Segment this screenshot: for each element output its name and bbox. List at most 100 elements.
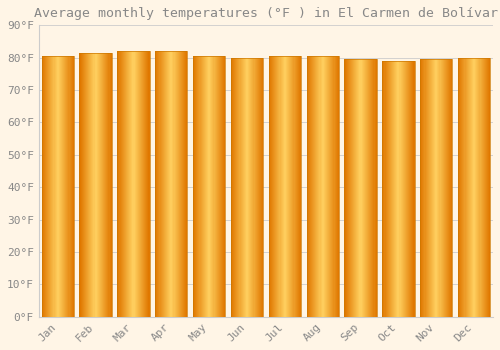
Bar [125, 51, 126, 317]
Bar [327, 56, 328, 317]
Bar [84, 53, 85, 317]
Bar [322, 56, 324, 317]
Bar [98, 53, 99, 317]
Bar [232, 58, 233, 317]
Bar [48, 56, 49, 317]
Bar [210, 56, 212, 317]
Bar [445, 59, 446, 317]
Bar [96, 53, 98, 317]
Bar [129, 51, 130, 317]
Bar [406, 61, 407, 317]
Bar [166, 51, 167, 317]
Bar [270, 56, 271, 317]
Bar [282, 56, 284, 317]
Bar [205, 56, 206, 317]
Bar [70, 56, 72, 317]
Bar [209, 56, 210, 317]
Bar [260, 58, 261, 317]
Bar [398, 61, 400, 317]
Bar [240, 58, 242, 317]
Bar [482, 58, 484, 317]
Bar [56, 56, 58, 317]
Bar [106, 53, 108, 317]
Bar [65, 56, 66, 317]
Bar [183, 51, 184, 317]
Bar [224, 56, 225, 317]
Bar [351, 59, 352, 317]
Bar [132, 51, 134, 317]
Bar [438, 59, 440, 317]
Bar [87, 53, 88, 317]
Bar [42, 56, 74, 317]
Bar [105, 53, 106, 317]
Bar [374, 59, 376, 317]
Bar [402, 61, 404, 317]
Bar [464, 58, 466, 317]
Bar [478, 58, 480, 317]
Bar [308, 56, 309, 317]
Bar [450, 59, 452, 317]
Bar [429, 59, 430, 317]
Bar [269, 56, 270, 317]
Bar [384, 61, 386, 317]
Bar [72, 56, 74, 317]
Bar [219, 56, 220, 317]
Bar [144, 51, 145, 317]
Bar [432, 59, 433, 317]
Bar [58, 56, 59, 317]
Bar [202, 56, 204, 317]
Bar [286, 56, 287, 317]
Bar [391, 61, 392, 317]
Bar [365, 59, 366, 317]
Bar [392, 61, 393, 317]
Bar [110, 53, 112, 317]
Bar [214, 56, 216, 317]
Bar [471, 58, 472, 317]
Bar [360, 59, 362, 317]
Bar [435, 59, 436, 317]
Bar [261, 58, 262, 317]
Bar [194, 56, 195, 317]
Bar [396, 61, 398, 317]
Bar [480, 58, 482, 317]
Bar [142, 51, 143, 317]
Bar [141, 51, 142, 317]
Bar [366, 59, 367, 317]
Bar [254, 58, 256, 317]
Bar [146, 51, 148, 317]
Bar [236, 58, 238, 317]
Bar [487, 58, 488, 317]
Bar [61, 56, 62, 317]
Bar [122, 51, 124, 317]
Bar [124, 51, 125, 317]
Bar [369, 59, 370, 317]
Bar [244, 58, 245, 317]
Bar [382, 61, 414, 317]
Bar [108, 53, 110, 317]
Bar [274, 56, 275, 317]
Bar [394, 61, 395, 317]
Bar [46, 56, 47, 317]
Bar [130, 51, 132, 317]
Bar [85, 53, 86, 317]
Bar [356, 59, 358, 317]
Bar [476, 58, 478, 317]
Bar [104, 53, 105, 317]
Bar [208, 56, 209, 317]
Bar [66, 56, 68, 317]
Bar [80, 53, 112, 317]
Bar [472, 58, 473, 317]
Bar [160, 51, 162, 317]
Bar [407, 61, 408, 317]
Bar [221, 56, 222, 317]
Bar [355, 59, 356, 317]
Bar [179, 51, 180, 317]
Bar [329, 56, 330, 317]
Bar [473, 58, 474, 317]
Bar [164, 51, 165, 317]
Bar [168, 51, 169, 317]
Bar [222, 56, 223, 317]
Bar [272, 56, 273, 317]
Bar [242, 58, 244, 317]
Bar [424, 59, 426, 317]
